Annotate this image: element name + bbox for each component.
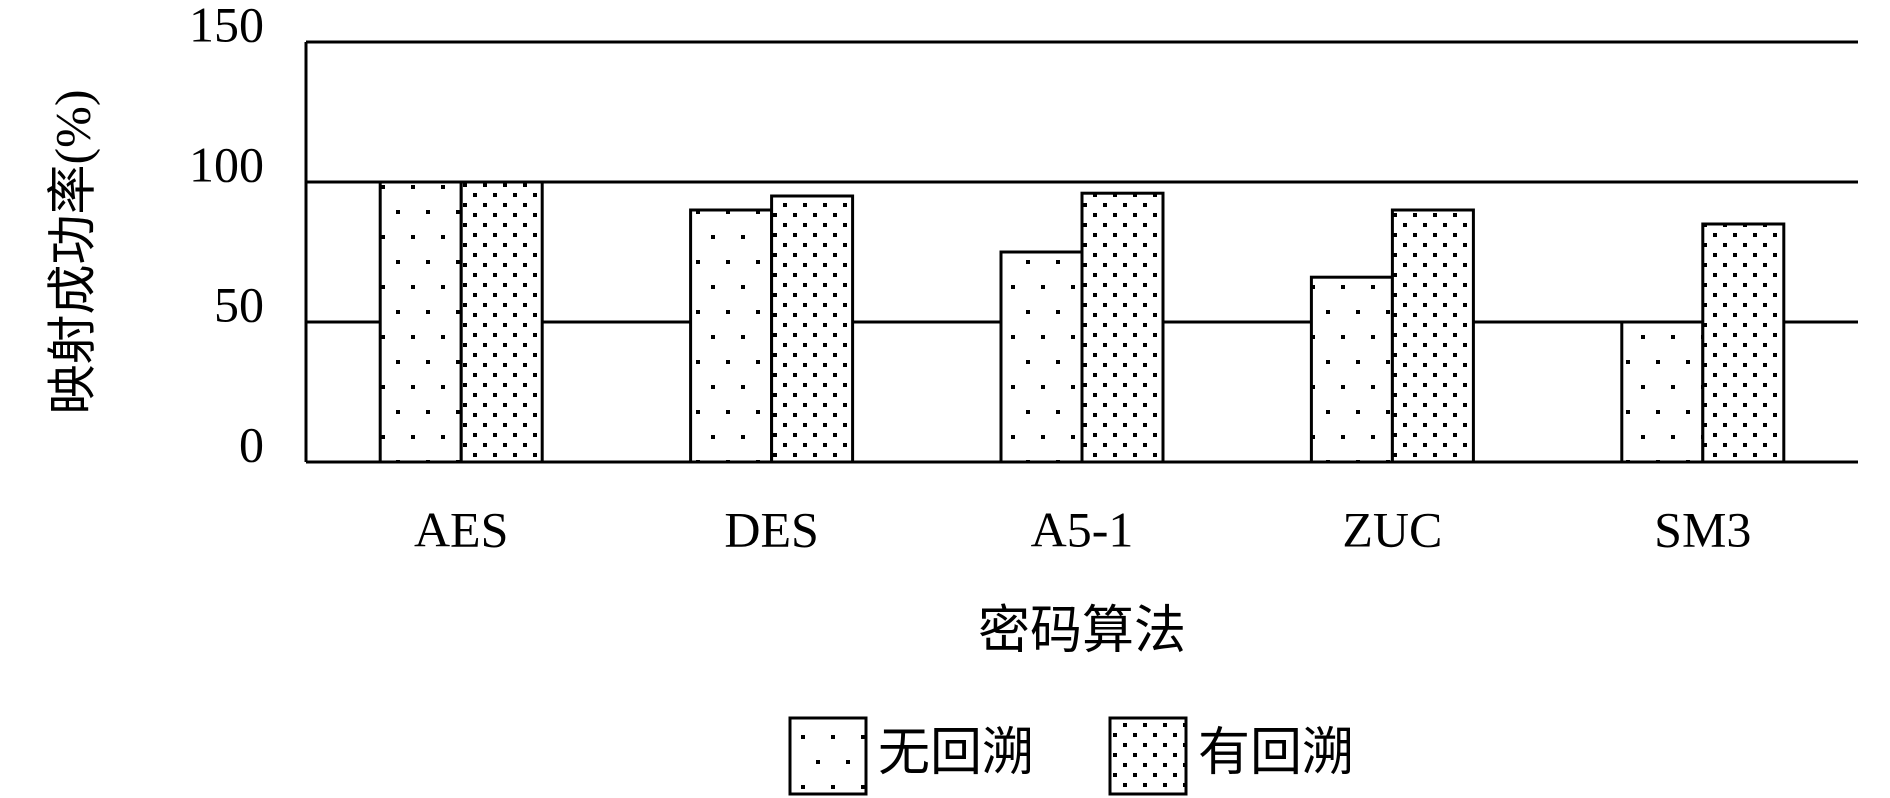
- bar: [1309, 275, 1394, 464]
- x-tick-label: SM3: [1654, 501, 1751, 557]
- y-axis-title: 映射成功率(%): [44, 90, 100, 415]
- y-tick-label: 0: [239, 416, 264, 472]
- y-tick-label: 100: [189, 136, 264, 192]
- bar: [689, 208, 774, 464]
- bar: [1390, 208, 1475, 464]
- legend-label: 有回溯: [1198, 725, 1354, 782]
- bar: [770, 194, 855, 464]
- y-tick-label: 150: [189, 0, 264, 52]
- bar: [1620, 320, 1705, 464]
- legend-swatch: [788, 716, 868, 796]
- x-tick-label: A5-1: [1031, 501, 1134, 557]
- bar: [999, 250, 1084, 464]
- legend-label: 无回溯: [878, 725, 1034, 782]
- bar: [1080, 191, 1165, 464]
- x-tick-label: AES: [414, 501, 508, 557]
- y-tick-label: 50: [214, 276, 264, 332]
- bar: [459, 180, 544, 464]
- x-tick-label: ZUC: [1342, 501, 1442, 557]
- legend-swatch: [1108, 716, 1188, 796]
- bar: [1701, 222, 1786, 464]
- x-axis-title: 密码算法: [978, 603, 1186, 660]
- bar: [378, 180, 463, 464]
- x-tick-label: DES: [724, 501, 818, 557]
